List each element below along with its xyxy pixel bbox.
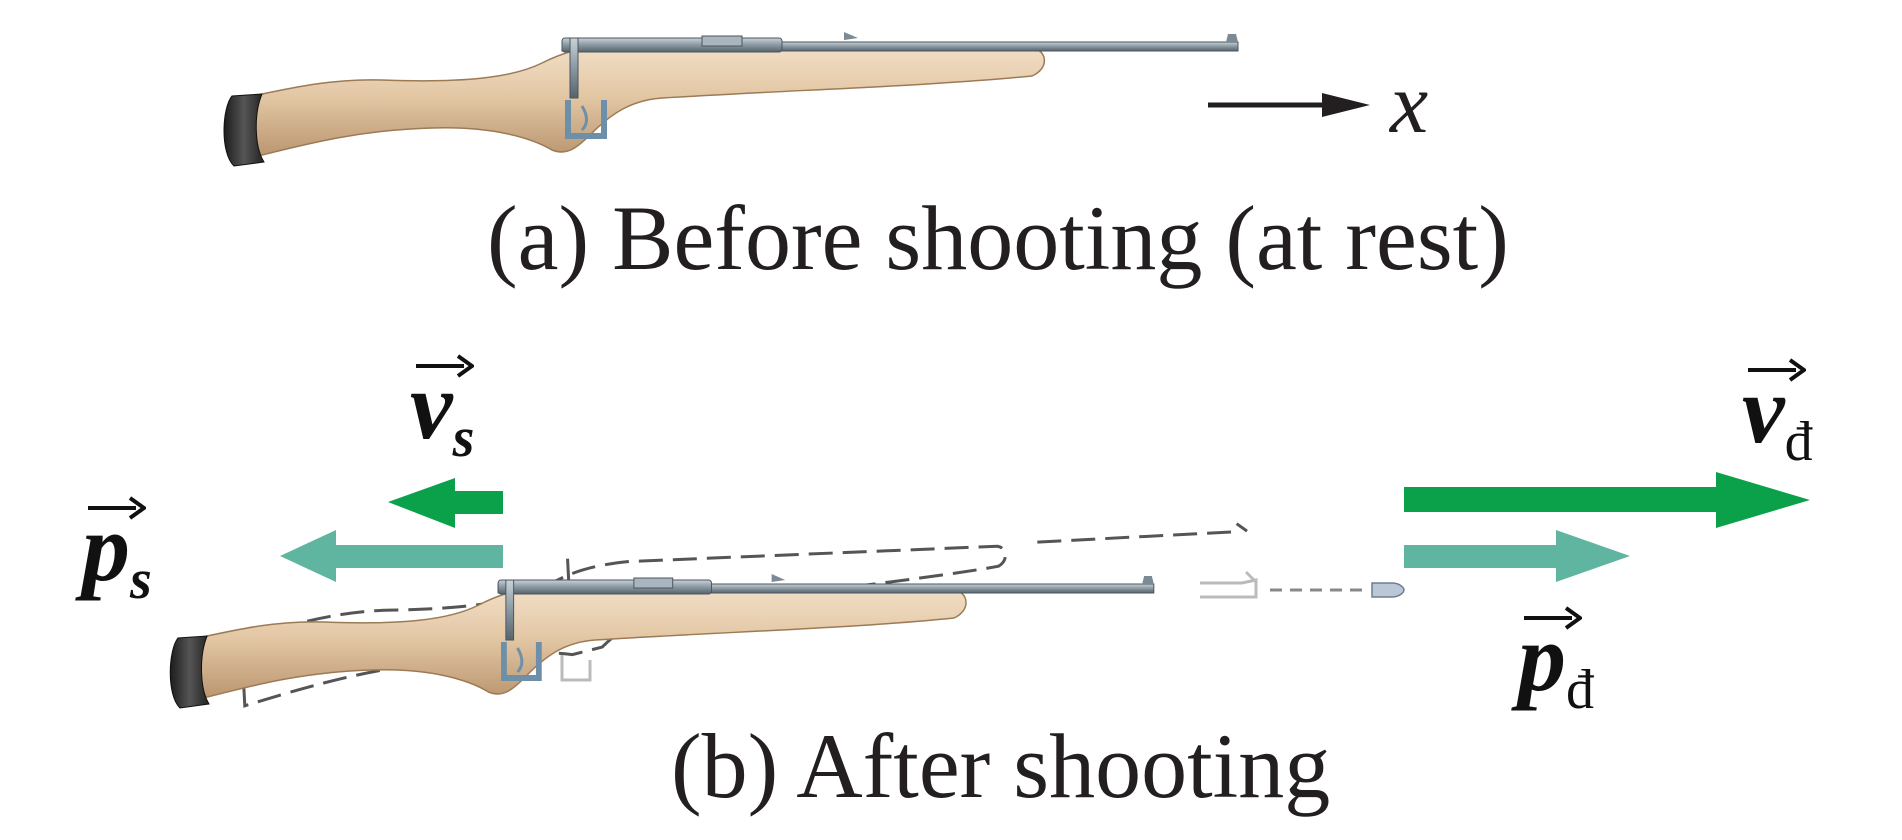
bullet-momentum-arrow bbox=[1404, 530, 1630, 582]
bullet-icon bbox=[1371, 582, 1405, 598]
vector-subscript: s bbox=[130, 549, 152, 611]
x-axis-arrow bbox=[1208, 93, 1370, 117]
vector-symbol: v bbox=[1742, 356, 1785, 463]
vector-arrow-icon bbox=[88, 496, 146, 520]
vector-arrow-icon bbox=[1524, 606, 1582, 630]
rifle-at-rest-icon bbox=[224, 32, 1238, 166]
vector-subscript: đ bbox=[1784, 411, 1813, 473]
gun-velocity-arrow bbox=[388, 478, 503, 528]
rifle-after-shooting-icon bbox=[170, 574, 1154, 708]
vector-symbol: p bbox=[82, 494, 130, 601]
vector-arrow-icon bbox=[416, 354, 474, 378]
caption-before-shooting: (a) Before shooting (at rest) bbox=[487, 187, 1509, 289]
x-axis-label: x bbox=[1390, 55, 1429, 151]
caption-after-shooting: (b) After shooting bbox=[671, 715, 1331, 817]
vector-arrow-icon bbox=[1748, 358, 1806, 382]
vector-symbol: p bbox=[1518, 604, 1566, 711]
gun-momentum-arrow bbox=[280, 530, 503, 582]
vector-subscript: đ bbox=[1566, 659, 1594, 721]
bullet-velocity-arrow bbox=[1404, 472, 1810, 528]
vector-subscript: s bbox=[452, 407, 475, 469]
vector-symbol: v bbox=[410, 352, 453, 459]
